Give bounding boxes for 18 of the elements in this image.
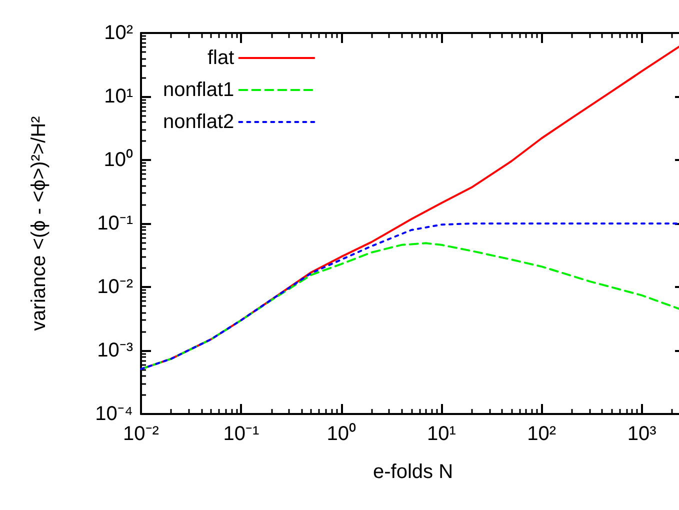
x-axis-title: e-folds N <box>372 461 454 483</box>
y-tick-label: 10⁻³ <box>97 340 134 362</box>
x-tick-label: 10⁻¹ <box>223 423 260 445</box>
y-tick-label: 10⁰ <box>104 148 133 171</box>
y-tick-label: 10¹ <box>104 86 134 108</box>
legend-label: flat <box>207 47 235 69</box>
legend-label: nonflat2 <box>163 111 234 133</box>
x-tick-label: 10¹ <box>427 423 456 445</box>
y-tick-label: 10⁻² <box>97 276 134 298</box>
x-tick-label: 10⁰ <box>326 422 356 445</box>
y-tick-label: 10⁻⁴ <box>95 403 133 425</box>
legend-label: nonflat1 <box>163 79 234 101</box>
y-axis-title: variance <(ϕ - <ϕ>)²>/H² <box>28 116 50 331</box>
y-tick-label: 10² <box>104 22 134 44</box>
x-tick-label: 10² <box>527 423 556 445</box>
x-tick-label: 10³ <box>627 423 657 445</box>
y-tick-label: 10⁻¹ <box>97 212 134 234</box>
x-tick-label: 10⁻² <box>123 423 160 445</box>
